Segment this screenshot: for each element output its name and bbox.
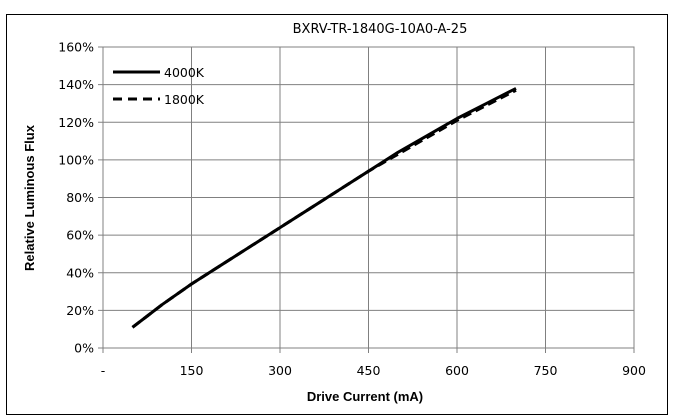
data-series — [131, 87, 517, 329]
series-line-4000k — [131, 87, 517, 329]
y-axis-ticks: 0% 20% 40% 60% 80% 100% 120% 140% 160% — [58, 40, 103, 356]
x-tick-label: - — [101, 363, 106, 378]
legend-label-4000k: 4000K — [164, 65, 205, 80]
y-axis-label: Relative Luminous Flux — [22, 124, 37, 271]
y-tick-label: 20% — [66, 303, 94, 318]
y-tick-label: 60% — [66, 228, 94, 243]
x-tick-label: 750 — [534, 363, 558, 378]
y-tick-label: 40% — [66, 265, 94, 280]
x-axis-label: Drive Current (mA) — [307, 389, 423, 404]
x-tick-label: 600 — [445, 363, 469, 378]
x-tick-label: 300 — [268, 363, 292, 378]
y-tick-label: 120% — [58, 115, 94, 130]
y-tick-label: 80% — [66, 190, 94, 205]
legend-label-1800k: 1800K — [164, 92, 205, 107]
series-line-1800k — [131, 88, 517, 329]
x-tick-label: 150 — [180, 363, 204, 378]
y-tick-label: 100% — [58, 152, 94, 167]
y-tick-label: 160% — [58, 40, 94, 55]
legend: 4000K 1800K — [113, 65, 205, 107]
x-axis-ticks: - 150 300 450 600 750 900 — [101, 348, 646, 378]
y-tick-label: 0% — [74, 341, 94, 356]
x-tick-label: 450 — [357, 363, 381, 378]
y-tick-label: 140% — [58, 77, 94, 92]
x-tick-label: 900 — [622, 363, 646, 378]
chart-title: BXRV-TR-1840G-10A0-A-25 — [293, 22, 468, 37]
